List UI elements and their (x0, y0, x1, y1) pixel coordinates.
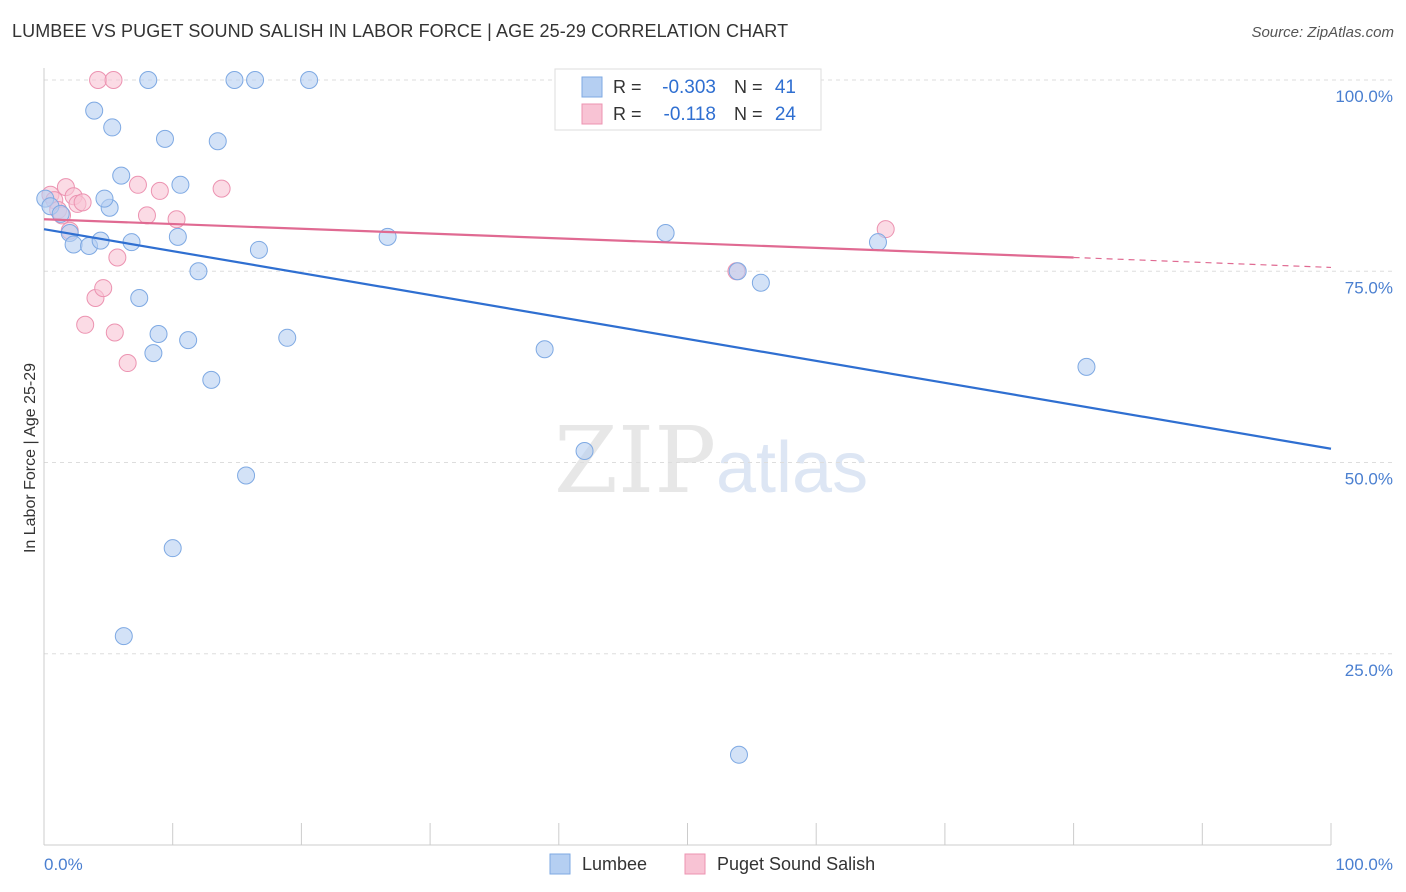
y-tick-label: 50.0% (1345, 470, 1393, 489)
stats-swatch-lumbee (581, 76, 603, 98)
stats-n-value-salish: 24 (775, 104, 797, 125)
gridlines (44, 79, 1393, 655)
bottom-legend: Lumbee Puget Sound Salish (549, 853, 875, 875)
lumbee-point (249, 240, 268, 259)
series-lumbee (36, 71, 1096, 764)
stats-swatch-salish (581, 103, 603, 125)
salish-trend-line (43, 218, 1074, 259)
stats-n-label-lumbee: N = (734, 77, 763, 97)
lumbee-point (95, 189, 114, 208)
legend-swatch-salish (684, 853, 706, 875)
lumbee-point (189, 262, 208, 281)
x-ticks (43, 823, 1332, 845)
salish-point (150, 181, 169, 200)
salish-point (118, 354, 137, 373)
stats-n-label-salish: N = (734, 104, 763, 124)
lumbee-point (51, 204, 70, 223)
y-tick-labels: 100.0% 75.0% 50.0% 25.0% (1335, 87, 1393, 680)
x-tick-label-min: 0.0% (44, 855, 83, 874)
y-axis-label: In Labor Force | Age 25-29 (22, 363, 39, 553)
x-tick-label-max: 100.0% (1335, 855, 1393, 874)
lumbee-point (103, 118, 122, 137)
lumbee-point (300, 71, 319, 89)
stats-r-label-lumbee: R = (613, 77, 642, 97)
legend-label-lumbee: Lumbee (582, 854, 647, 874)
lumbee-point (171, 175, 190, 194)
salish-point (108, 248, 127, 267)
y-tick-label: 75.0% (1345, 278, 1393, 297)
watermark-zip: ZIP (554, 407, 716, 514)
lumbee-point (144, 344, 163, 363)
legend-label-salish: Puget Sound Salish (717, 854, 875, 874)
lumbee-point (155, 129, 174, 148)
lumbee-point (114, 627, 133, 646)
lumbee-point (112, 166, 131, 185)
watermark: ZIP atlas (554, 407, 868, 514)
lumbee-point (728, 262, 747, 281)
lumbee-point (149, 324, 168, 343)
lumbee-point (246, 71, 265, 89)
salish-point (128, 175, 147, 194)
lumbee-trend-line (43, 228, 1332, 450)
trend-lines (43, 218, 1332, 450)
lumbee-point (1077, 357, 1096, 376)
stats-n-value-lumbee: 41 (775, 77, 796, 98)
salish-point (137, 206, 156, 225)
y-tick-label: 25.0% (1345, 661, 1393, 680)
salish-point (212, 179, 231, 198)
lumbee-point (208, 132, 227, 151)
lumbee-point (656, 224, 675, 242)
source-label: Source: ZipAtlas.com (1251, 24, 1394, 41)
chart-title: LUMBEE VS PUGET SOUND SALISH IN LABOR FO… (12, 21, 789, 41)
lumbee-point (163, 539, 182, 558)
lumbee-point (130, 289, 149, 308)
legend-swatch-lumbee (549, 853, 571, 875)
lumbee-point (64, 235, 83, 254)
stats-r-value-lumbee: -0.303 (662, 77, 716, 98)
y-tick-label: 100.0% (1335, 87, 1393, 106)
lumbee-point (225, 71, 244, 89)
stats-r-label-salish: R = (613, 104, 642, 124)
salish-point (94, 279, 113, 298)
salish-point (104, 71, 123, 89)
stats-legend: R = -0.303 N = 41 R = -0.118 N = 24 (554, 68, 822, 131)
lumbee-point (179, 331, 198, 350)
salish-trend-extension (1073, 256, 1332, 269)
lumbee-point (237, 466, 256, 485)
stats-r-value-salish: -0.118 (664, 104, 716, 125)
lumbee-point (278, 328, 297, 347)
lumbee-point (575, 442, 594, 461)
lumbee-point (202, 370, 221, 389)
lumbee-point (729, 745, 748, 764)
lumbee-point (168, 227, 187, 246)
salish-point (73, 193, 92, 212)
watermark-atlas: atlas (716, 428, 868, 508)
lumbee-point (751, 273, 770, 292)
lumbee-point (535, 340, 554, 359)
salish-point (76, 315, 95, 334)
salish-point (105, 323, 124, 342)
lumbee-point (139, 71, 158, 89)
lumbee-point (85, 101, 104, 120)
lumbee-point (868, 233, 887, 252)
salish-point (89, 71, 108, 89)
